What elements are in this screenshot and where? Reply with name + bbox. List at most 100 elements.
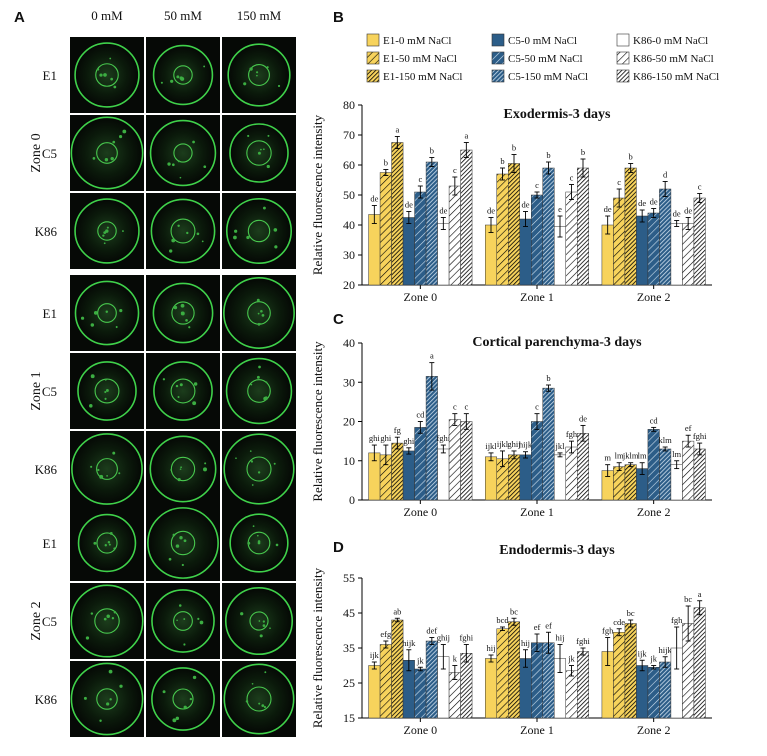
speckle — [257, 541, 261, 545]
significance-letter: c — [535, 402, 539, 412]
stele — [170, 456, 196, 482]
speckle — [260, 322, 262, 325]
stele — [170, 378, 196, 404]
speckle — [93, 541, 97, 545]
bar — [448, 185, 461, 286]
root-section — [149, 435, 217, 503]
bar — [414, 668, 427, 719]
speckle — [183, 705, 187, 709]
root-section — [70, 662, 144, 736]
speckle — [256, 375, 260, 379]
speckle — [92, 157, 96, 160]
error-bar — [616, 628, 622, 637]
speckle — [201, 240, 204, 243]
significance-letter: de — [405, 200, 413, 210]
significance-letter: hij — [556, 633, 565, 643]
speckle — [186, 231, 189, 235]
error-bar — [628, 163, 634, 173]
speckle — [104, 158, 109, 162]
bar — [542, 642, 555, 719]
row-label: K86 — [35, 462, 58, 477]
error-bar — [383, 444, 389, 466]
bar — [670, 464, 683, 501]
error-bar — [452, 665, 458, 680]
speckle — [106, 614, 110, 619]
error-bar — [628, 462, 634, 468]
legend-label: K86-0 mM NaCl — [633, 35, 708, 47]
bar — [554, 454, 566, 501]
speckle — [274, 245, 278, 249]
error-bar — [674, 220, 680, 227]
speckle — [103, 73, 107, 77]
significance-letter: ijkl — [485, 441, 497, 451]
error-bar — [534, 413, 540, 430]
speckle — [251, 682, 254, 685]
significance-letter: ef — [545, 620, 552, 630]
legend-label: E1-50 mM NaCl — [383, 53, 457, 65]
root-section — [70, 584, 144, 658]
speckle — [261, 313, 265, 317]
speckle — [263, 705, 267, 709]
significance-letter: c — [453, 165, 457, 175]
error-bar — [488, 654, 494, 663]
root-section — [74, 42, 140, 108]
stele — [173, 65, 193, 85]
bar — [659, 448, 672, 501]
significance-letter: c — [464, 402, 468, 412]
speckle — [240, 612, 244, 616]
speckle — [175, 716, 180, 721]
row-label: E1 — [43, 68, 57, 83]
speckle — [247, 134, 250, 138]
error-bar — [651, 426, 657, 432]
bar — [682, 223, 695, 286]
significance-letter: ghi — [369, 433, 381, 443]
speckle — [267, 134, 270, 137]
stele — [96, 532, 118, 554]
significance-letter: fgh — [566, 429, 578, 439]
speckle — [83, 696, 87, 700]
speckle — [109, 532, 113, 535]
error-bar — [511, 617, 517, 626]
root-section — [147, 507, 219, 579]
root-section — [150, 198, 216, 264]
speckle — [172, 163, 175, 167]
speckle — [180, 311, 184, 315]
x-tick-label: Zone 2 — [637, 505, 671, 519]
speckle — [246, 235, 250, 240]
speckle — [105, 229, 109, 233]
significance-letter: def — [426, 626, 437, 636]
speckle — [105, 310, 109, 313]
legend-label: K86-50 mM NaCl — [633, 53, 714, 65]
speckle — [180, 466, 183, 469]
error-bar — [580, 158, 586, 178]
speckle — [197, 617, 200, 620]
x-tick-label: Zone 0 — [404, 505, 438, 519]
bar — [425, 640, 438, 719]
significance-letter: b — [581, 147, 585, 157]
speckle — [179, 536, 183, 540]
speckle — [172, 533, 176, 537]
significance-letter: bc — [684, 594, 692, 604]
speckle — [90, 465, 93, 468]
y-tick-label: 25 — [343, 676, 355, 690]
error-bar — [605, 637, 611, 666]
y-axis-label: Relative fluorescence intensity — [310, 341, 325, 502]
significance-letter: hijk — [659, 645, 673, 655]
significance-letter: de — [673, 209, 681, 219]
speckle — [245, 700, 249, 703]
error-bar — [417, 666, 423, 672]
error-bar — [511, 154, 517, 173]
speckle — [109, 698, 112, 701]
root-section — [71, 433, 143, 505]
speckle — [192, 401, 197, 406]
x-tick-label: Zone 0 — [404, 723, 438, 737]
speckle — [251, 484, 254, 486]
row-label: K86 — [35, 224, 58, 239]
significance-letter: c — [570, 173, 574, 183]
significance-letter: fghi — [693, 431, 707, 441]
significance-letter: c — [418, 174, 422, 184]
significance-letter: lm — [638, 451, 647, 461]
error-bar — [546, 384, 551, 392]
error-bar — [440, 217, 446, 230]
